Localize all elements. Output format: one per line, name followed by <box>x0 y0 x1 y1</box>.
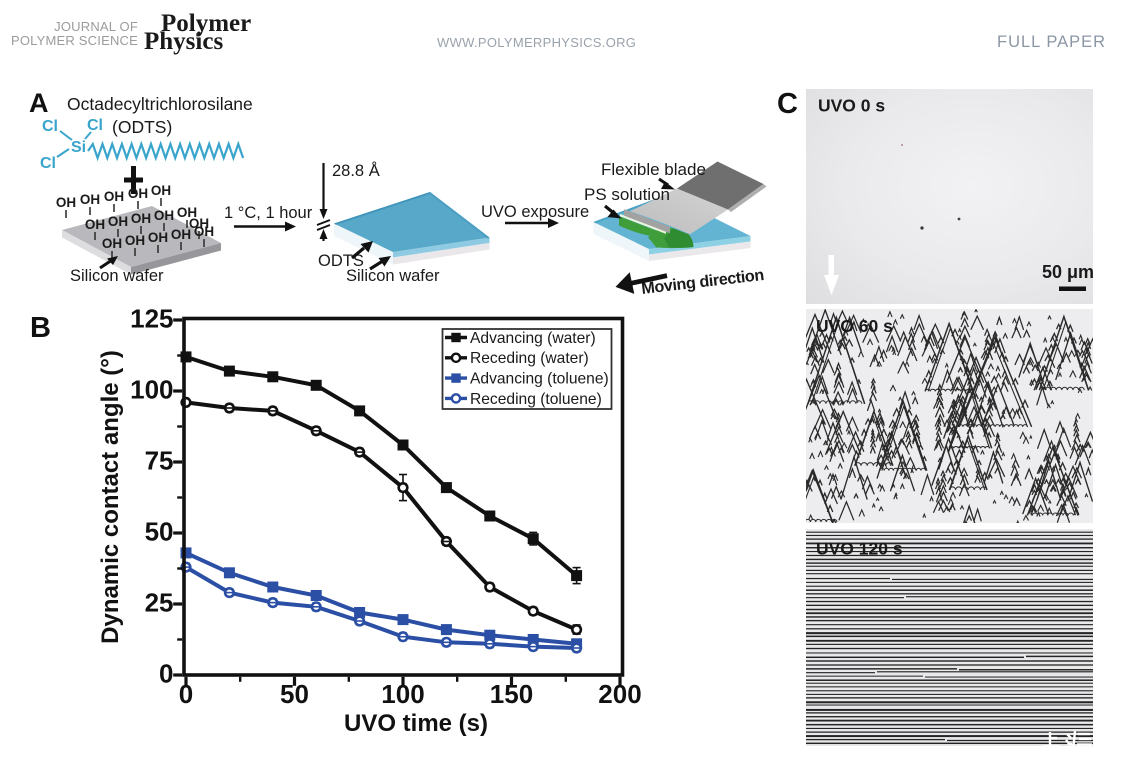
svg-text:OH: OH <box>154 208 174 223</box>
svg-text:OH: OH <box>128 186 148 201</box>
svg-text:OH: OH <box>104 189 124 204</box>
svg-text:Receding (water): Receding (water) <box>470 350 589 367</box>
svg-text:0: 0 <box>159 659 173 689</box>
svg-text:OH: OH <box>131 211 151 226</box>
svg-text:100: 100 <box>381 679 424 709</box>
svg-text:UVO 60 s: UVO 60 s <box>816 316 893 336</box>
svg-text:OH: OH <box>194 224 214 239</box>
svg-text:Advancing (toluene): Advancing (toluene) <box>470 371 609 388</box>
svg-text:Silicon wafer: Silicon wafer <box>70 267 164 285</box>
svg-text:Receding (toluene): Receding (toluene) <box>470 391 602 408</box>
svg-text:OH: OH <box>56 195 76 210</box>
svg-text:B: B <box>30 312 51 344</box>
svg-text:PS solution: PS solution <box>584 185 670 204</box>
svg-text:Octadecyltrichlorosilane: Octadecyltrichlorosilane <box>67 94 253 114</box>
svg-text:OH: OH <box>177 205 197 220</box>
svg-text:50 μm: 50 μm <box>1042 262 1093 282</box>
svg-text:OH: OH <box>125 233 145 248</box>
svg-text:50: 50 <box>280 679 309 709</box>
svg-text:OH: OH <box>171 227 191 242</box>
svg-text:OH: OH <box>151 183 171 198</box>
svg-text:Flexible blade: Flexible blade <box>601 160 706 179</box>
svg-text:Cl: Cl <box>42 118 58 135</box>
svg-text:Advancing (water): Advancing (water) <box>470 330 596 347</box>
svg-text:Si: Si <box>71 139 86 156</box>
svg-text:50: 50 <box>145 517 174 547</box>
svg-text:0: 0 <box>179 679 193 709</box>
svg-text:Moving direction: Moving direction <box>640 266 764 298</box>
svg-text:(ODTS): (ODTS) <box>112 117 172 137</box>
svg-text:Dynamic contact angle (°): Dynamic contact angle (°) <box>97 350 124 644</box>
svg-text:150: 150 <box>490 679 533 709</box>
svg-text:Silicon wafer: Silicon wafer <box>346 267 440 285</box>
svg-text:100: 100 <box>130 375 173 405</box>
svg-text:OH: OH <box>80 192 100 207</box>
svg-text:28.8 Å: 28.8 Å <box>332 161 380 180</box>
svg-text:A: A <box>29 88 49 118</box>
svg-text:125: 125 <box>130 304 173 334</box>
svg-text:1 °C, 1 hour: 1 °C, 1 hour <box>224 204 313 222</box>
svg-text:UVO exposure: UVO exposure <box>481 203 589 221</box>
svg-text:OH: OH <box>148 230 168 245</box>
svg-text:Cl: Cl <box>40 155 56 172</box>
svg-text:OH: OH <box>102 236 122 251</box>
svg-text:UVO 0 s: UVO 0 s <box>818 96 885 116</box>
svg-text:200: 200 <box>598 679 641 709</box>
svg-text:OH: OH <box>108 214 128 229</box>
svg-text:OH: OH <box>85 217 105 232</box>
svg-text:OH: OH <box>189 216 209 231</box>
svg-text:25: 25 <box>145 588 174 618</box>
svg-text:UVO 120 s: UVO 120 s <box>816 539 903 559</box>
svg-text:UVO time (s): UVO time (s) <box>344 710 488 737</box>
svg-text:Cl: Cl <box>87 117 103 134</box>
svg-text:75: 75 <box>145 446 174 476</box>
